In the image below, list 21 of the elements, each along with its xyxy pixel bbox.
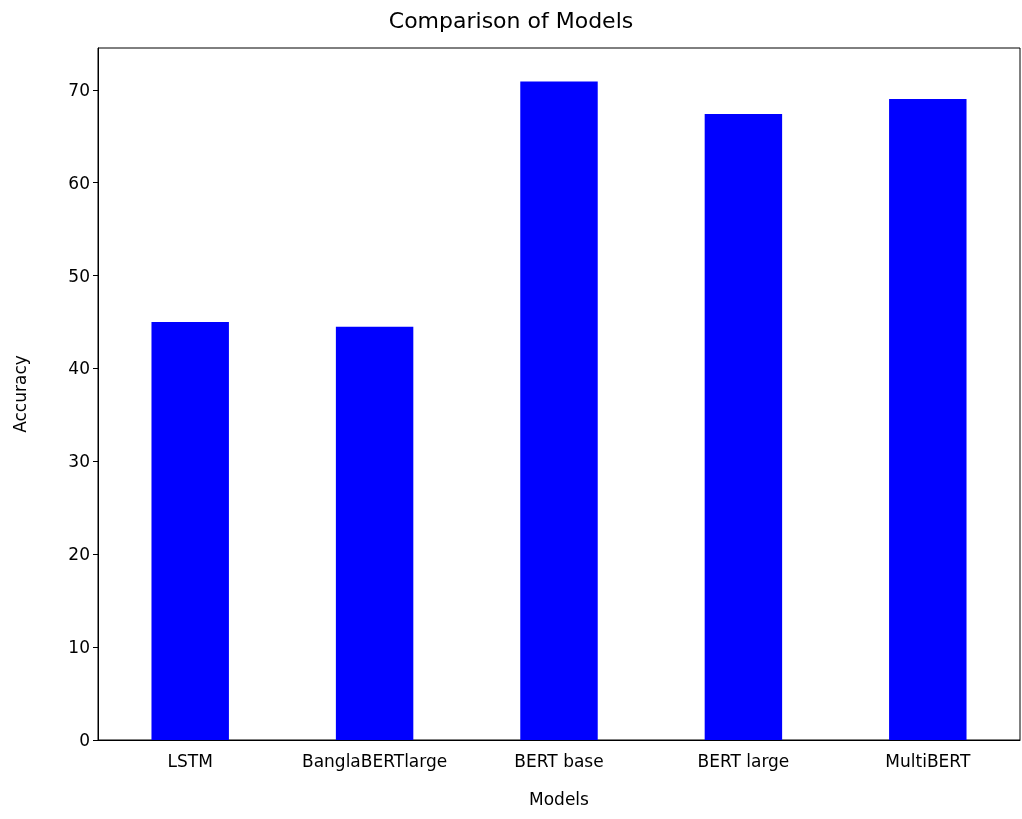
bar — [704, 113, 783, 740]
y-tick-label: 40 — [68, 358, 90, 379]
y-tick-label: 50 — [68, 265, 90, 286]
x-tick-label: BanglaBERTlarge — [301, 750, 448, 771]
y-tick-label: 10 — [68, 637, 90, 658]
y-tick-label: 30 — [68, 451, 90, 472]
x-tick-label: MultiBERT — [885, 750, 971, 771]
x-axis-title: Models — [529, 788, 590, 809]
chart-title: Comparison of Models — [388, 7, 634, 33]
y-tick-label: 70 — [68, 79, 90, 100]
bar — [520, 81, 598, 740]
y-tick-label: 60 — [68, 172, 90, 193]
y-axis-title: Accuracy — [9, 355, 30, 433]
bar — [889, 99, 967, 740]
x-tick-label: BERT base — [514, 750, 604, 771]
bar — [335, 326, 414, 740]
x-tick-label: BERT large — [697, 750, 790, 771]
y-tick-label: 0 — [79, 730, 90, 750]
bar — [151, 322, 229, 740]
y-tick-label: 20 — [68, 544, 90, 565]
x-tick-label: LSTM — [167, 750, 213, 771]
